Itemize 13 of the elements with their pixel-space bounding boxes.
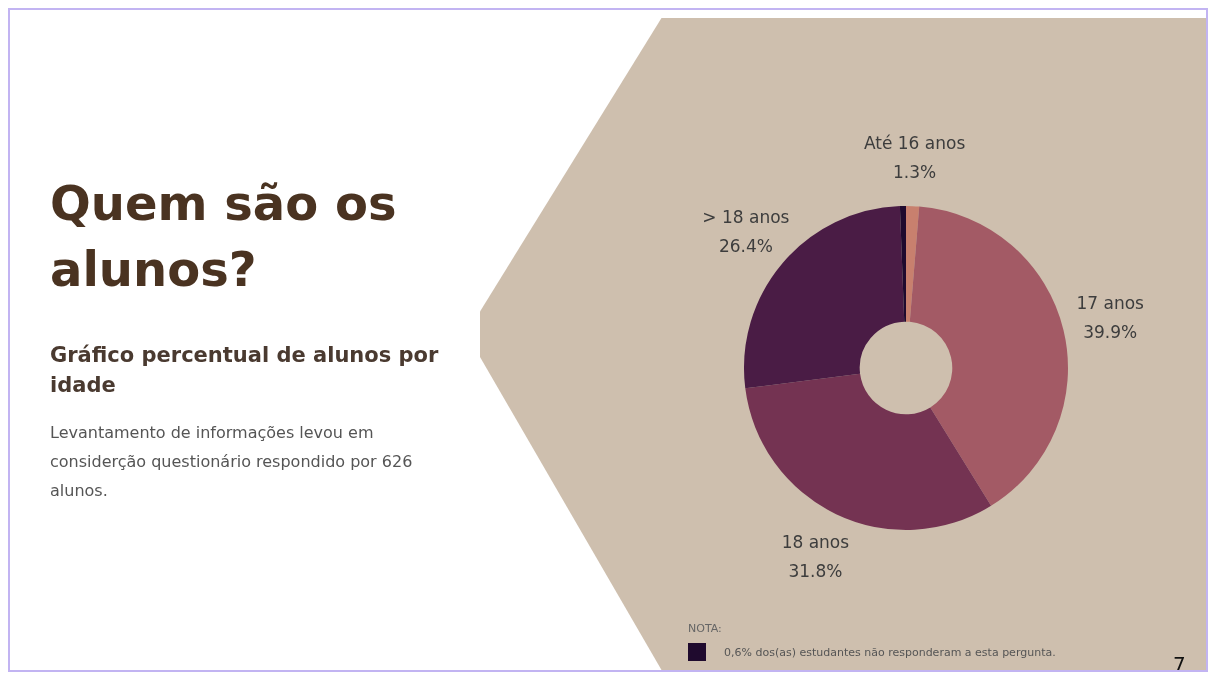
- text: 0,6% dos(as) estudantes não responderam a esta pergunta.: [724, 646, 1056, 659]
- text: Quem são os alunos?: [50, 174, 398, 299]
- data-label: 31.8%: [788, 560, 843, 581]
- text: NOTA:: [688, 622, 722, 635]
- data-label: 26.4%: [718, 235, 773, 256]
- data-label: 1.3%: [892, 161, 937, 182]
- text: Levantamento de informações levou em considerção questionário respondido por 626 alunos.: [50, 422, 414, 502]
- slice-label: Até 16 anos: [863, 132, 966, 153]
- slice-label: > 18 anos: [702, 206, 790, 227]
- slice-label: 18 anos: [781, 531, 850, 552]
- slice-label: 17 anos: [1076, 293, 1145, 314]
- data-label: 39.9%: [1083, 322, 1138, 343]
- text: Gráfico percentual de alunos por idade: [50, 342, 440, 399]
